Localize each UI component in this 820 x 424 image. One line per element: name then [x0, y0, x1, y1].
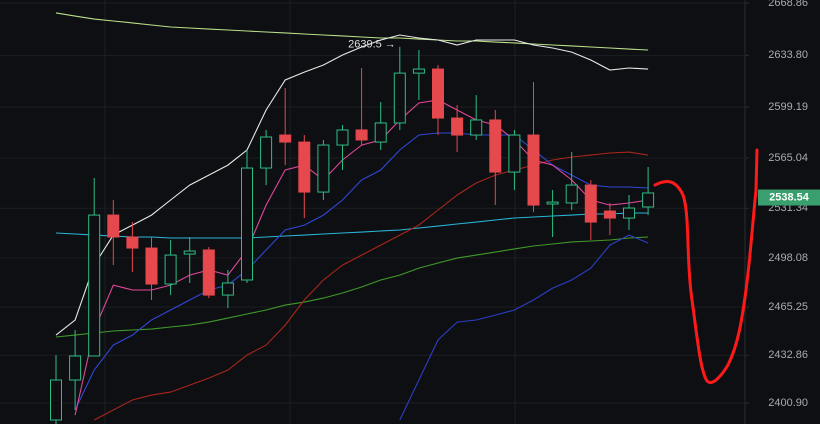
- candles: 2639.5 →: [50, 39, 655, 424]
- candle-body: [451, 117, 464, 136]
- candle-body: [69, 355, 82, 381]
- y-tick-label: 2465.25: [768, 301, 808, 313]
- candle-body: [603, 210, 616, 219]
- high-annotation: 2639.5 →: [348, 39, 396, 51]
- candle-body: [107, 214, 120, 238]
- candle-body: [565, 184, 578, 204]
- indicator-line: [55, 236, 649, 338]
- indicator-line: [55, 12, 649, 51]
- y-tick-label: 2400.90: [768, 397, 808, 409]
- candle-body: [584, 184, 597, 223]
- hand-drawing: [653, 148, 759, 384]
- candle-body: [221, 282, 234, 296]
- indicator-line: [93, 151, 649, 421]
- indicator-line: [55, 212, 649, 239]
- y-tick-label: 2599.19: [768, 101, 808, 113]
- candle-body: [183, 250, 196, 255]
- candle-body: [489, 119, 502, 173]
- candle-body: [260, 136, 273, 169]
- candle-body: [336, 129, 349, 146]
- y-axis: 2668.862633.802599.192565.042531.342498.…: [745, 0, 820, 409]
- candle-body: [546, 201, 559, 205]
- candle-body: [642, 192, 655, 208]
- candle-body: [508, 134, 521, 173]
- indicator-line: [399, 234, 649, 421]
- y-tick-label: 2498.08: [768, 252, 808, 264]
- candle-body: [317, 144, 330, 193]
- candle-body: [126, 236, 139, 249]
- candle-body: [279, 134, 292, 143]
- candle-body: [470, 119, 483, 136]
- indicator-line: [74, 132, 649, 411]
- candle-body: [432, 68, 444, 119]
- y-tick-label: 2633.80: [768, 49, 808, 61]
- candle-body: [241, 167, 253, 281]
- candle-body: [88, 214, 101, 357]
- indicator-line: [55, 34, 649, 336]
- grid: [0, 2, 745, 404]
- last-price-box: [758, 189, 820, 206]
- candle-body: [298, 141, 311, 193]
- candle-body: [623, 207, 635, 219]
- candle-body: [355, 129, 368, 141]
- candle-body: [164, 254, 177, 285]
- y-tick-label: 2432.86: [768, 349, 808, 361]
- y-tick-label: 2668.86: [768, 0, 808, 9]
- y-tick-label: 2565.04: [768, 152, 808, 164]
- candle-body: [374, 122, 387, 143]
- candle-body: [393, 72, 406, 124]
- last-price-label: 2538.54: [769, 191, 810, 203]
- candle-body: [202, 249, 215, 296]
- candle-body: [412, 68, 425, 74]
- indicator-lines: [55, 12, 649, 421]
- candle-body: [145, 247, 158, 285]
- candle-body: [527, 134, 540, 206]
- candle-body: [50, 379, 62, 421]
